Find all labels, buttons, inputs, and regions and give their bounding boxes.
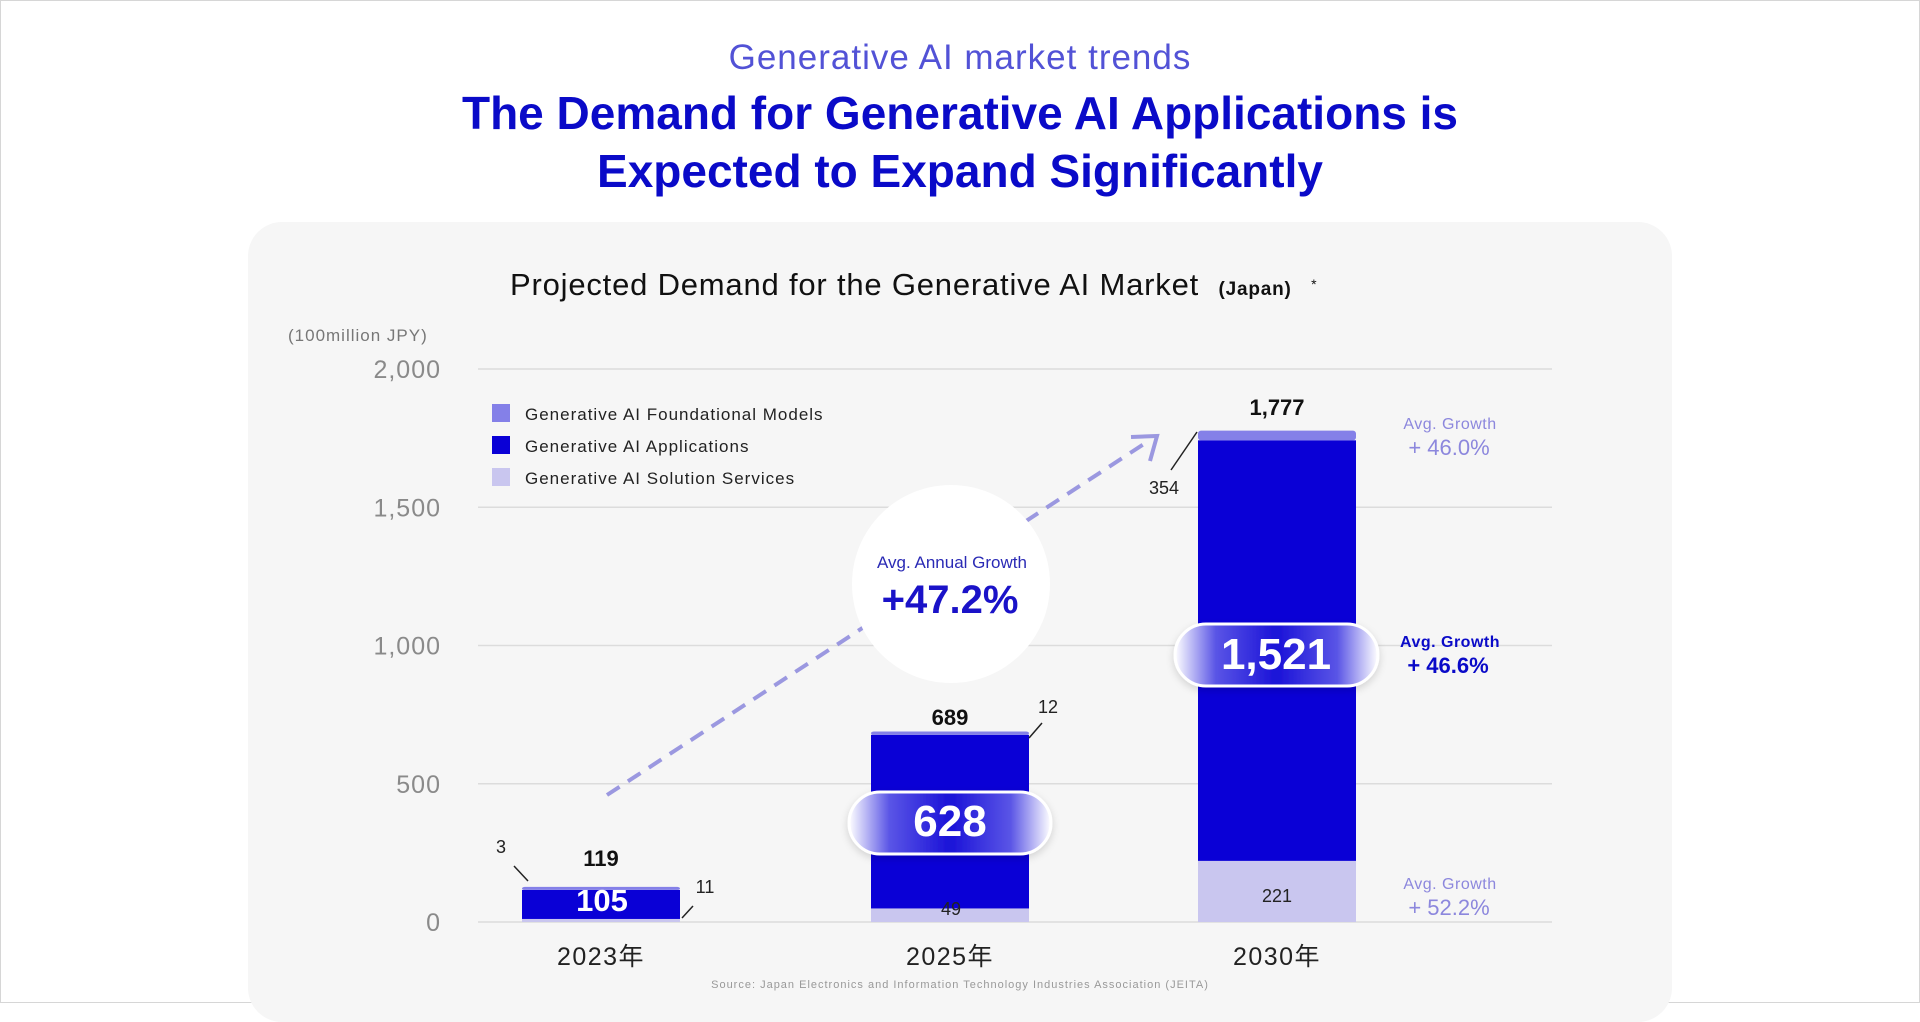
growth-bubble: Avg. Annual Growth +47.2%	[852, 485, 1050, 683]
data-label-2025-foundational: 12	[1038, 697, 1058, 717]
total-label-2030: 1,777	[1249, 395, 1304, 420]
page-title: The Demand for Generative AI Application…	[0, 84, 1920, 200]
leader-2025-foundational	[1028, 722, 1043, 739]
growth-bubble-label: Avg. Annual Growth	[877, 553, 1027, 572]
data-label-2025-applications: 628	[913, 797, 986, 846]
leader-2023-solutions	[681, 905, 694, 919]
legend-swatch-applications	[492, 436, 510, 454]
leader-2030-foundational	[1170, 431, 1198, 471]
y-axis-unit-label: (100million JPY)	[288, 326, 428, 345]
growth-applications-label: Avg. Growth	[1400, 634, 1500, 651]
data-label-2023-solutions: 11	[696, 877, 715, 897]
source-note: Source: Japan Electronics and Informatio…	[711, 979, 1209, 991]
growth-arrow-line	[605, 438, 1152, 797]
legend-label-solutions: Generative AI Solution Services	[525, 469, 795, 488]
y-tick-label-500: 500	[396, 771, 441, 799]
data-label-2030-foundational: 354	[1149, 478, 1179, 498]
bar-2025-solutions	[871, 908, 1029, 922]
x-tick-label-2030: 2030年	[1233, 943, 1321, 971]
total-label-2025: 689	[932, 705, 969, 730]
growth-bubble-value: +47.2%	[882, 578, 1019, 622]
legend-label-foundational: Generative AI Foundational Models	[525, 405, 824, 424]
x-axis-labels: 2023年 2025年 2030年	[557, 943, 1321, 971]
growth-bubble-circle	[852, 485, 1050, 683]
chart-title: Projected Demand for the Generative AI M…	[510, 267, 1317, 302]
data-label-2025-solutions: 49	[941, 899, 961, 919]
total-label-2023: 119	[583, 846, 619, 871]
growth-applications-value: + 46.6%	[1407, 653, 1488, 678]
bar-2025-foundational	[871, 731, 1029, 735]
y-axis-ticks: 2,000 1,500 1,000 500 0	[373, 356, 441, 937]
bar-2023-solutions	[522, 918, 680, 922]
bar-2023-applications	[522, 889, 680, 919]
legend-label-applications: Generative AI Applications	[525, 437, 749, 456]
y-tick-label-0: 0	[426, 909, 441, 937]
data-label-2030-solutions: 221	[1262, 886, 1292, 906]
highlight-pill-2025	[847, 790, 1053, 856]
legend-swatch-solutions	[492, 468, 510, 486]
growth-solutions-value: + 52.2%	[1408, 895, 1489, 920]
chart-title-main: Projected Demand for the Generative AI M…	[510, 267, 1199, 302]
leader-2023-foundational	[513, 865, 529, 882]
x-tick-label-2025: 2025年	[906, 943, 994, 971]
page-kicker: Generative AI market trends	[728, 38, 1192, 77]
chart-title-mark: *	[1311, 276, 1317, 292]
bar-2023-foundational	[522, 886, 680, 890]
legend: Generative AI Foundational Models Genera…	[492, 404, 824, 488]
bar-2030-foundational	[1198, 430, 1356, 441]
growth-applications: Avg. Growth + 46.6%	[1400, 634, 1500, 678]
highlight-pill-2030	[1173, 622, 1380, 688]
y-tick-label-2000: 2,000	[373, 356, 441, 384]
bar-2030-solutions	[1198, 860, 1356, 922]
data-label-2023-applications: 105	[576, 883, 628, 918]
y-tick-label-1500: 1,500	[373, 494, 441, 522]
legend-swatch-foundational	[492, 404, 510, 422]
growth-foundational: Avg. Growth + 46.0%	[1403, 416, 1496, 460]
growth-foundational-value: + 46.0%	[1408, 435, 1489, 460]
growth-arrow-head	[1130, 433, 1160, 462]
growth-solutions: Avg. Growth + 52.2%	[1403, 876, 1496, 920]
y-tick-label-1000: 1,000	[373, 633, 441, 661]
x-tick-label-2023: 2023年	[557, 943, 645, 971]
data-label-2023-foundational: 3	[496, 837, 506, 857]
growth-foundational-label: Avg. Growth	[1403, 416, 1496, 433]
data-label-2030-applications: 1,521	[1221, 630, 1331, 679]
chart-title-suffix: (Japan)	[1218, 279, 1291, 300]
growth-solutions-label: Avg. Growth	[1403, 876, 1496, 893]
page-title-line-1: The Demand for Generative AI Application…	[461, 87, 1459, 139]
page-title-line-2: Expected to Expand Significantly	[597, 145, 1323, 197]
growth-arrow	[605, 433, 1160, 797]
